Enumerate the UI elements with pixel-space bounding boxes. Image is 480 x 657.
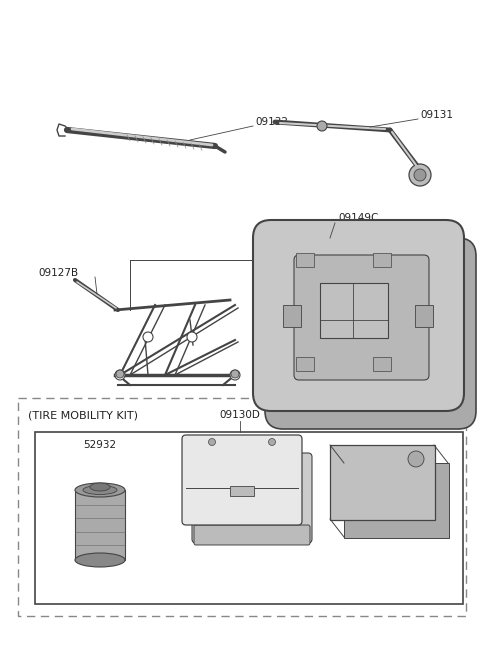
Bar xyxy=(320,283,388,338)
FancyBboxPatch shape xyxy=(265,238,476,429)
Circle shape xyxy=(409,164,431,186)
Circle shape xyxy=(115,370,125,380)
FancyBboxPatch shape xyxy=(253,220,464,411)
Ellipse shape xyxy=(75,553,125,567)
Bar xyxy=(296,253,314,267)
Bar xyxy=(283,305,301,327)
Text: 52933A: 52933A xyxy=(362,445,402,455)
Circle shape xyxy=(187,332,197,342)
Bar xyxy=(344,463,449,538)
Text: 09132: 09132 xyxy=(255,117,288,127)
Text: (TIRE MOBILITY KIT): (TIRE MOBILITY KIT) xyxy=(28,410,138,420)
Circle shape xyxy=(317,121,327,131)
Text: 09110: 09110 xyxy=(300,223,333,233)
Bar xyxy=(373,253,391,267)
FancyBboxPatch shape xyxy=(192,453,312,543)
Bar xyxy=(75,490,125,560)
Bar xyxy=(373,357,391,371)
Bar xyxy=(330,445,435,520)
FancyBboxPatch shape xyxy=(182,435,302,525)
FancyBboxPatch shape xyxy=(294,255,429,380)
Circle shape xyxy=(408,451,424,467)
Ellipse shape xyxy=(90,483,110,491)
Circle shape xyxy=(143,332,153,342)
Circle shape xyxy=(116,370,124,378)
Text: 09127B: 09127B xyxy=(38,268,78,278)
Bar xyxy=(296,357,314,371)
Text: 09149K: 09149K xyxy=(222,443,262,453)
Circle shape xyxy=(208,438,216,445)
Ellipse shape xyxy=(83,486,117,495)
Bar xyxy=(415,305,433,327)
Text: 52932: 52932 xyxy=(84,440,117,450)
Bar xyxy=(18,398,466,616)
Text: 09130D: 09130D xyxy=(219,410,261,420)
FancyBboxPatch shape xyxy=(194,525,310,545)
Ellipse shape xyxy=(75,483,125,497)
Circle shape xyxy=(414,169,426,181)
Bar xyxy=(230,486,254,496)
Circle shape xyxy=(230,370,240,380)
Circle shape xyxy=(268,438,276,445)
Text: 09149C: 09149C xyxy=(338,213,378,223)
Bar xyxy=(35,432,463,604)
Circle shape xyxy=(231,370,239,378)
Text: 09131: 09131 xyxy=(420,110,453,120)
